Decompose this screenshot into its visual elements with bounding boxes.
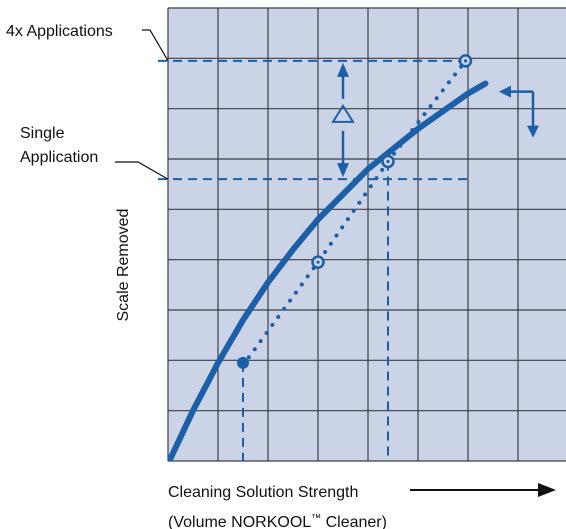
plot-background xyxy=(168,8,566,461)
data-point-open-center xyxy=(463,59,468,63)
plot-area xyxy=(115,7,566,462)
annotation-leader-single xyxy=(115,161,169,180)
x-axis-sublabel-tm: ™ xyxy=(311,513,321,524)
annotation-4x-applications: 4x Applications xyxy=(6,23,113,40)
end-arrow-down-head xyxy=(527,125,539,138)
x-axis-sublabel: (Volume NORKOOL™ Cleaner) xyxy=(168,513,387,529)
x-axis-label: Cleaning Solution Strength xyxy=(168,484,358,501)
annotation-single-line2: Application xyxy=(20,149,98,166)
x-axis-sublabel-prefix: (Volume NORKOOL xyxy=(168,514,311,529)
annotation-single-line1: Single xyxy=(20,125,65,142)
delta-symbol xyxy=(331,103,355,123)
data-point-open-center xyxy=(316,260,320,264)
delta-arrow-head-up xyxy=(337,62,349,77)
series-solid-curve xyxy=(167,80,489,462)
data-point-open-center xyxy=(386,159,390,164)
delta-arrow-head-down xyxy=(337,163,349,178)
x-axis-sublabel-suffix: Cleaner) xyxy=(321,514,387,529)
series-dotted-line xyxy=(241,58,468,368)
annotation-leader-4x xyxy=(142,29,169,62)
end-arrow-left-head xyxy=(499,85,511,98)
data-point-filled xyxy=(237,356,249,369)
y-axis-label: Scale Removed xyxy=(115,209,132,322)
x-axis-direction-arrow xyxy=(410,483,556,497)
